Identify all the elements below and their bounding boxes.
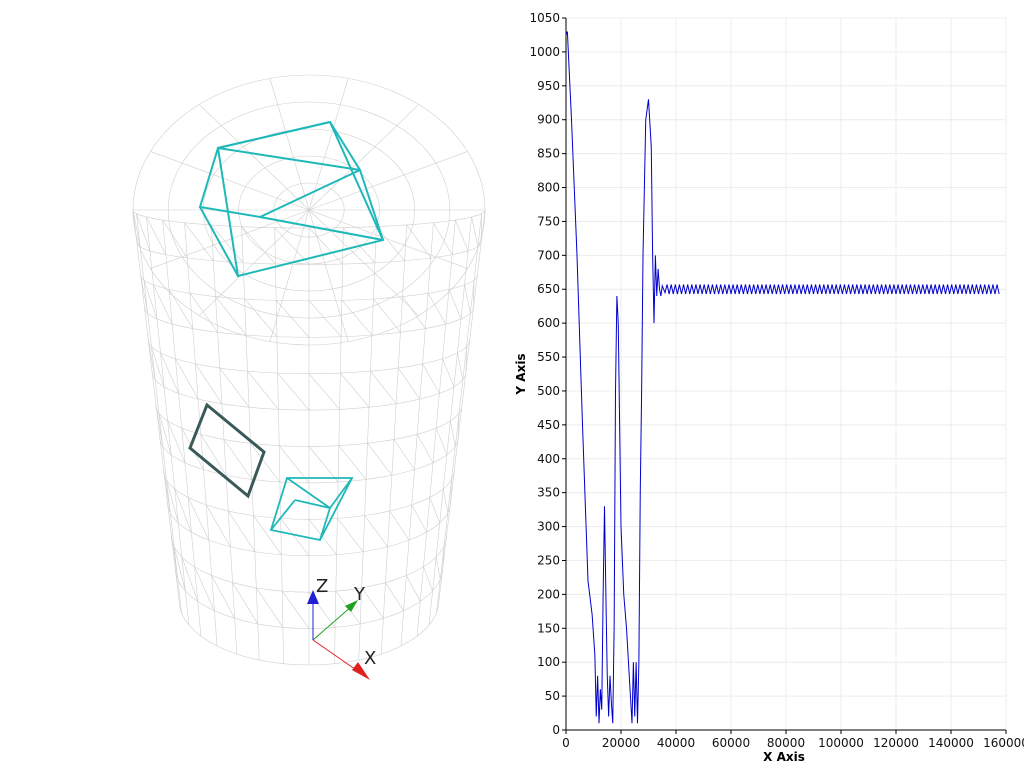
y-tick-label: 150 (537, 621, 560, 635)
cylinder-mesh-wireframe (132, 74, 486, 666)
y-tick-label: 550 (537, 350, 560, 364)
line-chart: 0 20000 40000 60000 80000 100000 120000 140000 1… (514, 11, 1024, 764)
render-view-3d[interactable]: X Y Z (0, 0, 512, 768)
y-tick-label: 1050 (529, 11, 560, 25)
x-tick-label: 40000 (657, 736, 695, 750)
y-tick-label: 450 (537, 418, 560, 432)
series-line (565, 31, 1000, 724)
box-wireframe-upper (198, 120, 385, 278)
y-tick-label: 700 (537, 248, 560, 262)
y-tick-label: 1000 (529, 45, 560, 59)
chart-series (565, 31, 1000, 724)
x-tick-label: 60000 (712, 736, 750, 750)
y-tick-label: 750 (537, 214, 560, 228)
y-tick-label: 950 (537, 79, 560, 93)
plate-wireframe-dark (188, 402, 266, 499)
y-tick-label: 100 (537, 655, 560, 669)
x-axis-arrow-icon (352, 662, 370, 680)
x-tick-label: 120000 (873, 736, 919, 750)
x-tick-label: 100000 (818, 736, 864, 750)
y-tick-label: 650 (537, 282, 560, 296)
render-view-canvas: X Y Z (132, 74, 486, 680)
y-tick-label: 250 (537, 553, 560, 567)
y-tick-label: 850 (537, 147, 560, 161)
x-axis-glyph: X (364, 648, 376, 669)
y-tick-label: 400 (537, 452, 560, 466)
x-tick-label: 0 (562, 736, 570, 750)
chart-grid (565, 17, 1007, 731)
y-tick-label: 900 (537, 113, 560, 127)
y-tick-label: 50 (545, 689, 560, 703)
y-axis-arrow-icon (345, 600, 358, 612)
x-tick-label: 140000 (928, 736, 974, 750)
box-wireframe-lower (269, 477, 354, 542)
y-tick-label: 300 (537, 520, 560, 534)
y-axis-ticks: 0 50 100 150 200 250 300 350 400 450 500 550 600 650 7… (529, 11, 566, 737)
y-axis-title: Y Axis (514, 353, 528, 395)
y-tick-label: 500 (537, 384, 560, 398)
line-chart-view[interactable]: 0 20000 40000 60000 80000 100000 120000 140000 1… (512, 0, 1024, 768)
y-tick-label: 350 (537, 486, 560, 500)
orientation-axes-widget: X Y Z (307, 576, 376, 680)
x-axis-title: X Axis (763, 750, 805, 764)
z-axis-glyph: Z (316, 576, 328, 597)
y-axis-glyph: Y (353, 584, 366, 605)
y-tick-label: 200 (537, 587, 560, 601)
y-tick-label: 0 (552, 723, 560, 737)
z-axis-arrow-icon (307, 590, 319, 604)
y-tick-label: 800 (537, 181, 560, 195)
x-tick-label: 80000 (767, 736, 805, 750)
x-tick-label: 20000 (602, 736, 640, 750)
x-axis-ticks: 0 20000 40000 60000 80000 100000 120000 140000 1… (562, 730, 1024, 750)
y-tick-label: 600 (537, 316, 560, 330)
